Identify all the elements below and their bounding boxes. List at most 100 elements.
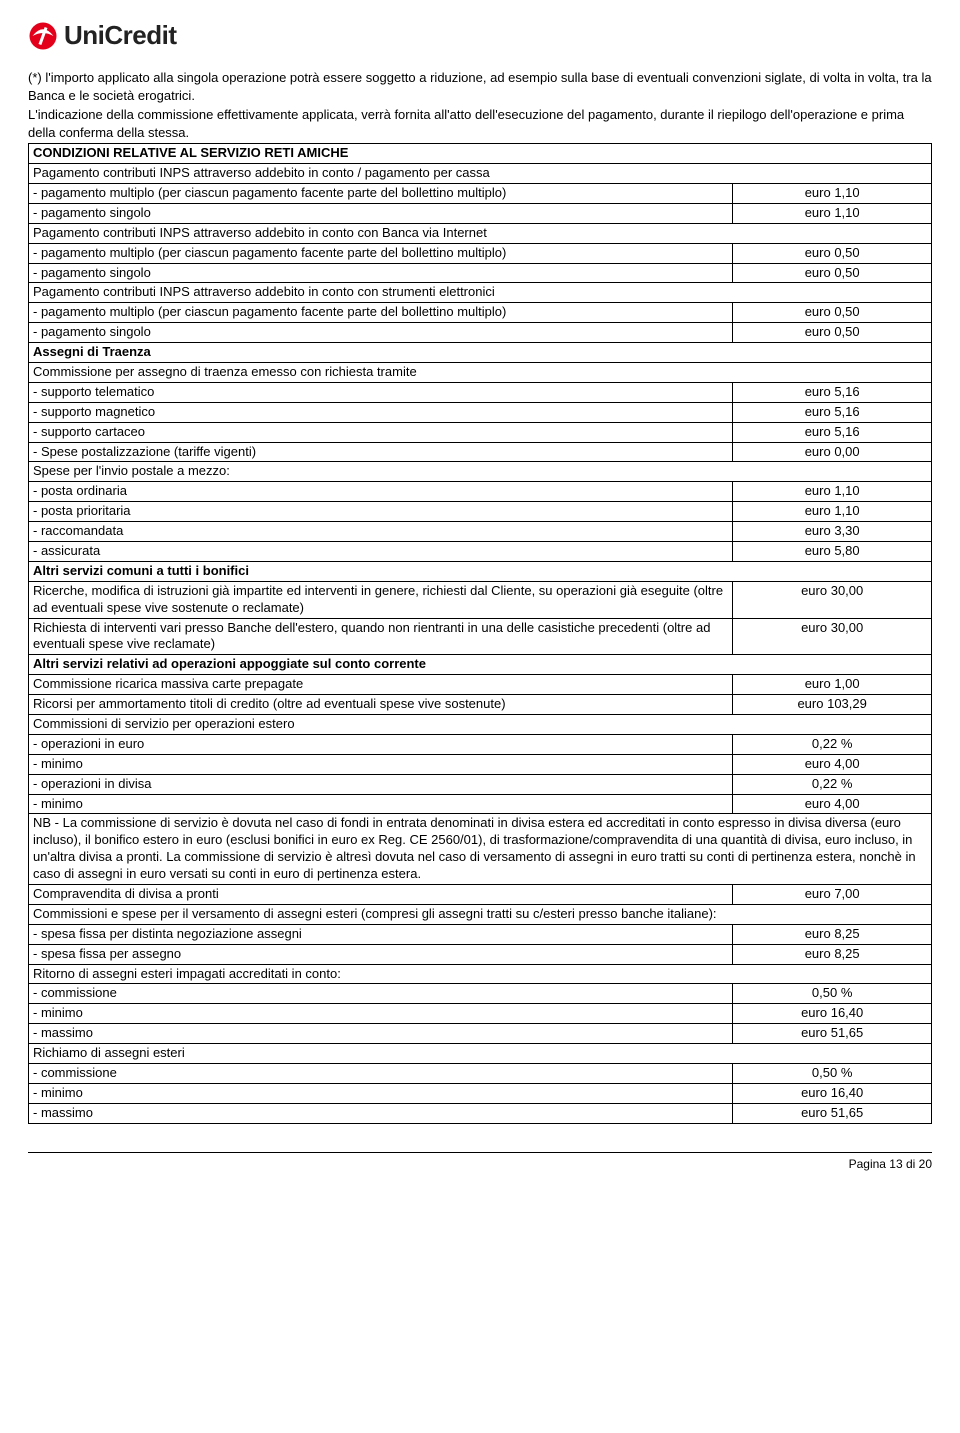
row-label: Pagamento contributi INPS attraverso add… — [29, 164, 932, 184]
row-label: Ricerche, modifica di istruzioni già imp… — [29, 581, 733, 618]
table-row: - operazioni in euro0,22 % — [29, 734, 932, 754]
table-row: - minimoeuro 4,00 — [29, 794, 932, 814]
row-value: euro 5,16 — [733, 422, 932, 442]
table-row: - pagamento multiplo (per ciascun pagame… — [29, 303, 932, 323]
row-value: euro 0,00 — [733, 442, 932, 462]
row-label: - massimo — [29, 1024, 733, 1044]
row-label: Altri servizi comuni a tutti i bonifici — [29, 561, 932, 581]
row-value: euro 0,50 — [733, 323, 932, 343]
row-value: euro 30,00 — [733, 618, 932, 655]
table-row: Commissioni di servizio per operazioni e… — [29, 715, 932, 735]
table-row: - pagamento multiplo (per ciascun pagame… — [29, 243, 932, 263]
row-value: euro 4,00 — [733, 794, 932, 814]
table-row: - minimoeuro 4,00 — [29, 754, 932, 774]
row-label: - minimo — [29, 794, 733, 814]
row-label: Ritorno di assegni esteri impagati accre… — [29, 964, 932, 984]
row-label: Compravendita di divisa a pronti — [29, 885, 733, 905]
intro-paragraph-1: (*) l'importo applicato alla singola ope… — [28, 69, 932, 104]
row-value: euro 1,10 — [733, 203, 932, 223]
row-label: - pagamento multiplo (per ciascun pagame… — [29, 183, 733, 203]
brand-name: UniCredit — [64, 20, 177, 51]
row-value: euro 5,16 — [733, 382, 932, 402]
table-row: - massimoeuro 51,65 — [29, 1024, 932, 1044]
row-value: euro 8,25 — [733, 944, 932, 964]
row-label: Commissioni di servizio per operazioni e… — [29, 715, 932, 735]
row-label: - supporto cartaceo — [29, 422, 733, 442]
table-row: - pagamento singoloeuro 0,50 — [29, 323, 932, 343]
table-row: Altri servizi comuni a tutti i bonifici — [29, 561, 932, 581]
table-row: - pagamento singoloeuro 0,50 — [29, 263, 932, 283]
row-value: euro 0,50 — [733, 303, 932, 323]
row-value: euro 16,40 — [733, 1083, 932, 1103]
row-label: - operazioni in euro — [29, 734, 733, 754]
row-value: euro 30,00 — [733, 581, 932, 618]
row-label: - pagamento singolo — [29, 203, 733, 223]
table-row: Commissione ricarica massiva carte prepa… — [29, 675, 932, 695]
table-row: Commissioni e spese per il versamento di… — [29, 904, 932, 924]
row-value: euro 8,25 — [733, 924, 932, 944]
table-row: Pagamento contributi INPS attraverso add… — [29, 164, 932, 184]
row-label: - posta prioritaria — [29, 502, 733, 522]
table-row: - spesa fissa per assegnoeuro 8,25 — [29, 944, 932, 964]
table-row: - minimoeuro 16,40 — [29, 1083, 932, 1103]
row-label: Commissione ricarica massiva carte prepa… — [29, 675, 733, 695]
row-label: Commissioni e spese per il versamento di… — [29, 904, 932, 924]
table-row: Ritorno di assegni esteri impagati accre… — [29, 964, 932, 984]
table-row: NB - La commissione di servizio è dovuta… — [29, 814, 932, 885]
row-value: euro 5,80 — [733, 542, 932, 562]
table-row: Spese per l'invio postale a mezzo: — [29, 462, 932, 482]
row-label: - supporto telematico — [29, 382, 733, 402]
table-row: - posta ordinariaeuro 1,10 — [29, 482, 932, 502]
row-value: euro 0,50 — [733, 263, 932, 283]
table-row: - operazioni in divisa0,22 % — [29, 774, 932, 794]
table-row: Pagamento contributi INPS attraverso add… — [29, 223, 932, 243]
table-row: - posta prioritariaeuro 1,10 — [29, 502, 932, 522]
table-row: - commissione0,50 % — [29, 984, 932, 1004]
row-label: - Spese postalizzazione (tariffe vigenti… — [29, 442, 733, 462]
row-label: - pagamento multiplo (per ciascun pagame… — [29, 303, 733, 323]
row-value: euro 1,10 — [733, 482, 932, 502]
row-value: euro 5,16 — [733, 402, 932, 422]
row-label: Richiamo di assegni esteri — [29, 1044, 932, 1064]
row-label: Pagamento contributi INPS attraverso add… — [29, 223, 932, 243]
row-label: Richiesta di interventi vari presso Banc… — [29, 618, 733, 655]
row-label: - spesa fissa per distinta negoziazione … — [29, 924, 733, 944]
row-value: euro 16,40 — [733, 1004, 932, 1024]
row-label: - minimo — [29, 1083, 733, 1103]
row-label: - minimo — [29, 1004, 733, 1024]
row-label: CONDIZIONI RELATIVE AL SERVIZIO RETI AMI… — [29, 144, 932, 164]
row-value: euro 7,00 — [733, 885, 932, 905]
row-label: Spese per l'invio postale a mezzo: — [29, 462, 932, 482]
row-value: euro 1,00 — [733, 675, 932, 695]
row-label: - minimo — [29, 754, 733, 774]
table-row: Ricorsi per ammortamento titoli di credi… — [29, 695, 932, 715]
row-value: 0,22 % — [733, 774, 932, 794]
row-label: - posta ordinaria — [29, 482, 733, 502]
unicredit-mark-icon — [28, 21, 58, 51]
table-row: Richiesta di interventi vari presso Banc… — [29, 618, 932, 655]
table-row: Assegni di Traenza — [29, 343, 932, 363]
row-value: euro 103,29 — [733, 695, 932, 715]
row-value: 0,50 % — [733, 984, 932, 1004]
row-label: - supporto magnetico — [29, 402, 733, 422]
table-row: - supporto telematicoeuro 5,16 — [29, 382, 932, 402]
table-row: CONDIZIONI RELATIVE AL SERVIZIO RETI AMI… — [29, 144, 932, 164]
row-value: euro 51,65 — [733, 1103, 932, 1123]
table-row: - raccomandataeuro 3,30 — [29, 522, 932, 542]
table-row: - massimoeuro 51,65 — [29, 1103, 932, 1123]
row-label: Ricorsi per ammortamento titoli di credi… — [29, 695, 733, 715]
fees-table: CONDIZIONI RELATIVE AL SERVIZIO RETI AMI… — [28, 143, 932, 1124]
brand-logo: UniCredit — [28, 20, 932, 51]
row-label: - commissione — [29, 1064, 733, 1084]
row-value: euro 51,65 — [733, 1024, 932, 1044]
row-label: Pagamento contributi INPS attraverso add… — [29, 283, 932, 303]
table-row: - supporto cartaceoeuro 5,16 — [29, 422, 932, 442]
page-footer: Pagina 13 di 20 — [28, 1152, 932, 1171]
row-label: - assicurata — [29, 542, 733, 562]
row-label: - operazioni in divisa — [29, 774, 733, 794]
table-row: Commissione per assegno di traenza emess… — [29, 362, 932, 382]
table-row: - spesa fissa per distinta negoziazione … — [29, 924, 932, 944]
row-label: - pagamento singolo — [29, 263, 733, 283]
row-value: 0,22 % — [733, 734, 932, 754]
row-label: Commissione per assegno di traenza emess… — [29, 362, 932, 382]
